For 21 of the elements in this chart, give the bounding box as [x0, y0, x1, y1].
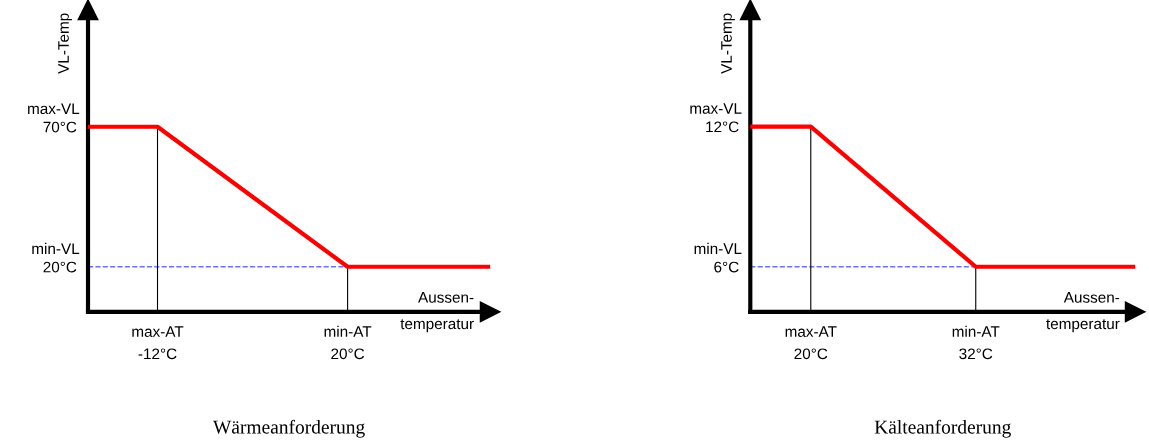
text: max-VL: [690, 103, 742, 114]
text: max-AT: [132, 326, 184, 337]
y-axis-title: VL-Temp: [721, 13, 735, 74]
text: max-VL: [28, 103, 80, 115]
x-tick-label: 20°C: [331, 348, 365, 360]
y-tick-label: 12°C: [706, 121, 739, 133]
x-axis-title: Aussen- temperatur: [400, 292, 474, 333]
y-tick-label: 6°C: [714, 261, 739, 273]
y-tick-label: 70°C: [43, 121, 77, 133]
y-axis-title: VL-Temp: [58, 13, 72, 74]
x-tick-label: 32°C: [959, 348, 993, 360]
text: min-AT: [324, 325, 372, 337]
text: Wärmeanforderung: [212, 419, 365, 438]
text: max-AT: [785, 326, 837, 337]
text: min-VL: [32, 242, 80, 254]
text: min-VL: [694, 242, 742, 254]
text: Kälteanforderung: [874, 419, 1011, 438]
text: min-AT: [952, 325, 1000, 337]
x-axis-title: Aussen- temperatur: [1046, 292, 1120, 333]
x-tick-label: 20°C: [794, 348, 828, 360]
x-tick-label: -12°C: [138, 348, 177, 360]
